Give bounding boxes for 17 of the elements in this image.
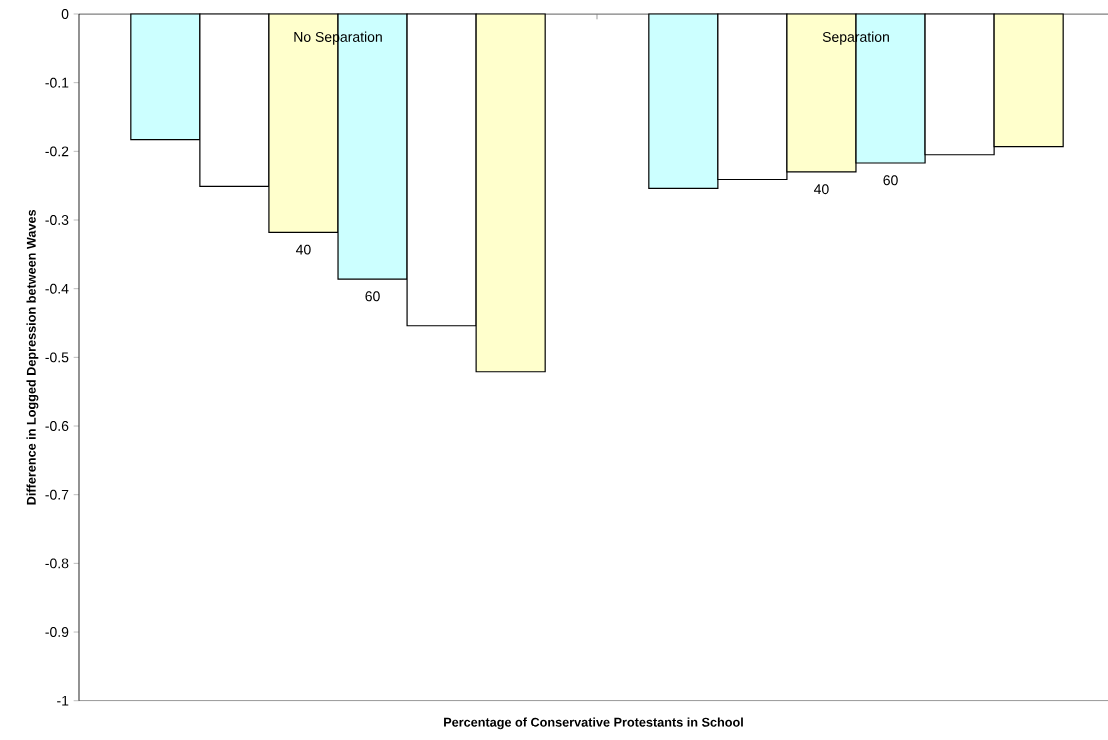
y-axis-title: Difference in Logged Depression between Waves	[26, 209, 39, 505]
text: 60	[883, 175, 898, 186]
y-tick-label: -0.7	[45, 489, 69, 500]
y-tick-label: -0.4	[45, 283, 69, 294]
y-tick-label: 0	[61, 9, 69, 19]
series-label: 40	[295, 244, 311, 255]
y-tick-label: -0.9	[45, 627, 69, 637]
y-tick-label: -0.5	[45, 352, 69, 363]
y-tick-label: -0.2	[45, 146, 69, 157]
text: 40	[813, 184, 829, 195]
y-tick-label: -1	[57, 695, 69, 706]
y-tick-label: -0.3	[45, 215, 69, 225]
series-label: 60	[365, 291, 380, 302]
y-tick-label: -0.8	[45, 558, 69, 569]
x-axis-title: Percentage of Conservative Protestants in School	[444, 717, 743, 730]
y-tick-label: -0.6	[45, 421, 69, 431]
y-tick-label: -0.1	[45, 77, 69, 88]
